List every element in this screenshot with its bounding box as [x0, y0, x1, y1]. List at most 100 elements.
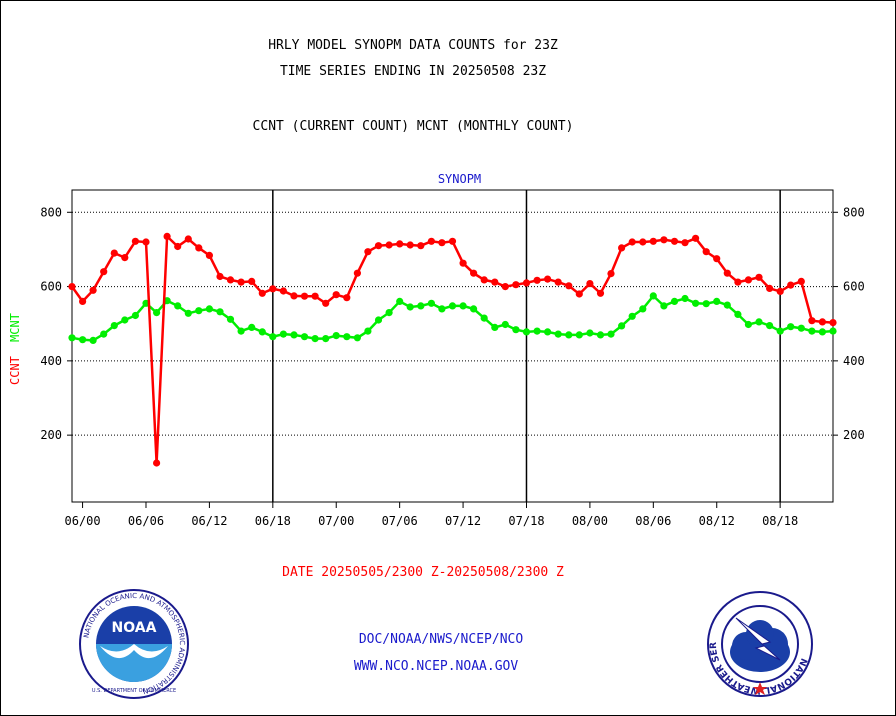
data-point-mcnt: [184, 309, 192, 317]
data-point-mcnt: [470, 305, 478, 313]
data-point-ccnt: [68, 283, 76, 291]
x-tick-label: 06/00: [65, 514, 101, 528]
data-point-ccnt: [565, 282, 573, 290]
data-point-mcnt: [300, 333, 309, 341]
x-tick-label: 07/06: [382, 514, 418, 528]
data-point-ccnt: [100, 268, 108, 276]
data-point-ccnt: [427, 237, 435, 245]
data-point-mcnt: [522, 328, 531, 336]
data-point-ccnt: [142, 238, 150, 246]
data-point-mcnt: [565, 331, 573, 339]
x-tick-label: 06/18: [255, 514, 291, 528]
nws-logo: NATIONAL WEATHER SERVICE: [706, 590, 813, 697]
data-point-mcnt: [544, 328, 552, 336]
data-point-mcnt: [607, 330, 615, 338]
y-tick-label-left: 800: [40, 205, 62, 219]
data-point-mcnt: [237, 327, 245, 335]
data-point-ccnt: [480, 276, 488, 284]
data-point-mcnt: [639, 305, 647, 313]
data-point-mcnt: [258, 328, 266, 336]
data-point-mcnt: [681, 294, 689, 303]
series-line-ccnt: [70, 233, 834, 464]
x-tick-label: 07/18: [508, 514, 544, 528]
data-point-ccnt: [681, 239, 689, 247]
data-point-ccnt: [501, 283, 509, 291]
data-point-ccnt: [131, 237, 139, 245]
data-point-ccnt: [797, 277, 805, 285]
data-point-ccnt: [512, 281, 520, 289]
data-point-ccnt: [364, 248, 372, 256]
data-point-mcnt: [670, 297, 679, 305]
data-point-ccnt: [692, 234, 700, 242]
data-point-ccnt: [448, 237, 457, 245]
data-point-mcnt: [121, 316, 129, 324]
data-point-ccnt: [438, 239, 446, 247]
doc-noaa-link[interactable]: DOC/NOAA/NWS/NCEP/NCO: [358, 632, 524, 647]
data-point-mcnt: [269, 333, 277, 341]
data-point-ccnt: [343, 294, 351, 302]
x-tick-label: 08/18: [762, 514, 798, 528]
chart-title-line2: TIME SERIES ENDING IN 20250508 23Z: [279, 64, 547, 79]
data-point-ccnt: [649, 237, 657, 245]
data-point-mcnt: [131, 311, 139, 320]
chart-subtitle: CCNT (CURRENT COUNT) MCNT (MONTHLY COUNT…: [252, 119, 574, 134]
data-point-ccnt: [89, 286, 97, 294]
data-point-mcnt: [110, 322, 118, 330]
data-point-ccnt: [470, 269, 478, 277]
x-tick-label: 08/12: [699, 514, 735, 528]
noaa-logo-ring-bottom: U.S. DEPARTMENT OF COMMERCE: [92, 688, 176, 694]
data-point-ccnt: [258, 289, 266, 297]
data-point-mcnt: [692, 299, 700, 307]
data-point-ccnt: [829, 319, 837, 327]
data-point-mcnt: [438, 305, 446, 313]
data-point-ccnt: [787, 281, 795, 289]
data-point-mcnt: [491, 323, 499, 331]
data-point-ccnt: [417, 242, 425, 250]
y-tick-label-left: 400: [40, 354, 62, 368]
data-point-mcnt: [226, 315, 235, 323]
data-point-ccnt: [322, 299, 330, 307]
x-tick-label: 08/00: [572, 514, 608, 528]
data-point-mcnt: [100, 330, 108, 338]
data-point-mcnt: [744, 320, 753, 329]
data-point-mcnt: [353, 334, 361, 342]
data-point-mcnt: [396, 297, 404, 305]
data-point-mcnt: [533, 327, 541, 335]
data-point-mcnt: [322, 335, 330, 343]
data-point-ccnt: [174, 242, 182, 251]
data-point-ccnt: [628, 238, 636, 246]
data-point-ccnt: [808, 317, 816, 325]
nco-website-link[interactable]: WWW.NCO.NCEP.NOAA.GOV: [353, 659, 519, 674]
data-point-mcnt: [427, 299, 435, 307]
data-point-ccnt: [184, 235, 192, 243]
x-tick-label: 06/12: [191, 514, 227, 528]
data-point-ccnt: [554, 278, 562, 286]
data-point-ccnt: [205, 251, 213, 259]
data-point-mcnt: [628, 312, 636, 320]
data-point-mcnt: [734, 310, 742, 318]
y-axis-label-mcnt: MCNT: [8, 313, 22, 342]
data-point-ccnt: [290, 292, 298, 300]
data-point-mcnt: [153, 309, 161, 317]
y-tick-label-right: 400: [843, 354, 865, 368]
data-point-ccnt: [744, 276, 753, 284]
noaa-logo: NOAA NATIONAL OCEANIC AND ATMOSPHERIC AD…: [79, 589, 189, 699]
panel-title: SYNOPM: [438, 172, 481, 186]
data-point-ccnt: [734, 278, 742, 286]
data-point-ccnt: [153, 459, 161, 467]
data-point-ccnt: [639, 238, 647, 246]
date-range-label: DATE 20250505/2300 Z-20250508/2300 Z: [282, 565, 564, 580]
data-point-ccnt: [121, 254, 129, 262]
data-point-mcnt: [797, 324, 805, 332]
plot-area: [71, 189, 834, 503]
y-axis-label-ccnt: CCNT: [8, 356, 22, 385]
data-point-ccnt: [607, 270, 615, 278]
data-point-mcnt: [501, 320, 509, 329]
data-point-ccnt: [459, 259, 467, 267]
data-point-mcnt: [279, 330, 287, 338]
data-point-ccnt: [385, 241, 393, 249]
data-point-mcnt: [723, 301, 731, 309]
star-icon: [753, 682, 767, 695]
data-point-ccnt: [374, 242, 383, 250]
data-point-ccnt: [533, 276, 541, 284]
